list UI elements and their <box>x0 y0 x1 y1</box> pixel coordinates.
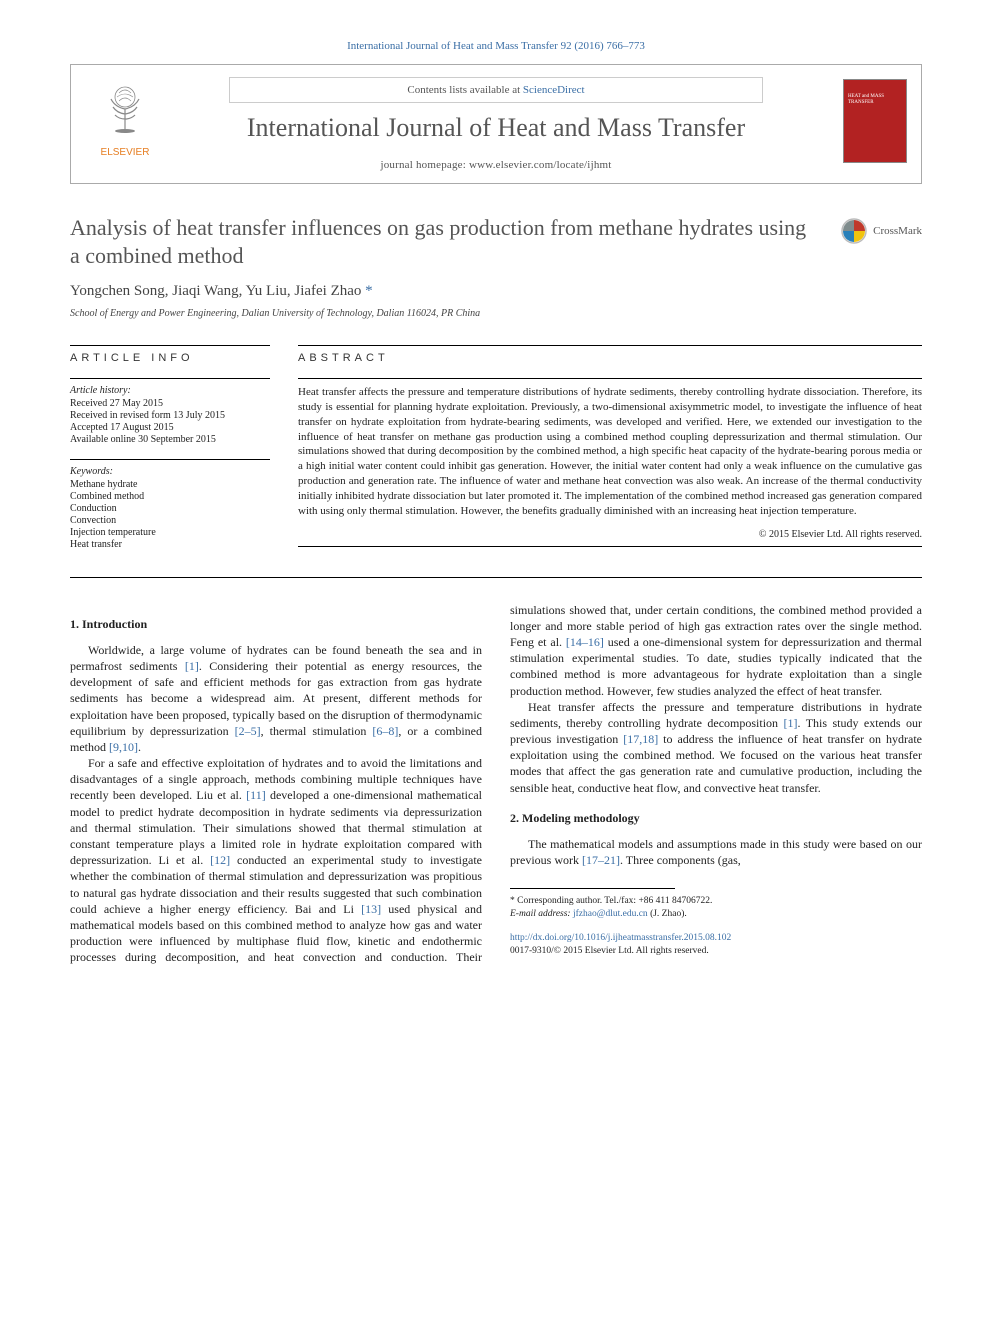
corresponding-star-icon: * <box>365 283 373 299</box>
journal-reference: International Journal of Heat and Mass T… <box>70 40 922 52</box>
citation-link[interactable]: [2–5] <box>235 724 261 738</box>
contents-label: Contents lists available at <box>407 84 522 96</box>
section-heading: 2. Modeling methodology <box>510 810 922 826</box>
history-line: Accepted 17 August 2015 <box>70 422 270 433</box>
issn-line: 0017-9310/© 2015 Elsevier Ltd. All right… <box>510 945 922 958</box>
keywords-label: Keywords: <box>70 466 270 477</box>
journal-cover-thumbnail: HEAT and MASS TRANSFER <box>843 79 907 163</box>
article-info-row: ARTICLE INFO Article history: Received 2… <box>70 339 922 553</box>
keyword: Conduction <box>70 503 270 514</box>
history-line: Received in revised form 13 July 2015 <box>70 410 270 421</box>
footnote-separator <box>510 888 675 889</box>
citation-link[interactable]: [1] <box>783 716 797 730</box>
keyword: Convection <box>70 515 270 526</box>
citation-link[interactable]: [13] <box>361 902 381 916</box>
history-line: Received 27 May 2015 <box>70 398 270 409</box>
author-list: Yongchen Song, Jiaqi Wang, Yu Liu, Jiafe… <box>70 283 922 300</box>
history-label: Article history: <box>70 385 270 396</box>
citation-link[interactable]: [12] <box>210 853 230 867</box>
email-link[interactable]: jfzhao@dlut.edu.cn <box>573 909 648 919</box>
contents-available: Contents lists available at ScienceDirec… <box>229 77 763 103</box>
citation-link[interactable]: [6–8] <box>372 724 398 738</box>
keyword: Injection temperature <box>70 527 270 538</box>
journal-title: International Journal of Heat and Mass T… <box>89 113 903 143</box>
citation-link[interactable]: [11] <box>246 788 266 802</box>
authors-text: Yongchen Song, Jiaqi Wang, Yu Liu, Jiafe… <box>70 283 365 299</box>
affiliation: School of Energy and Power Engineering, … <box>70 308 922 319</box>
body-paragraph: Worldwide, a large volume of hydrates ca… <box>70 642 482 755</box>
doi-link[interactable]: http://dx.doi.org/10.1016/j.ijheatmasstr… <box>510 932 922 945</box>
crossmark-label: CrossMark <box>873 225 922 237</box>
abstract-copyright: © 2015 Elsevier Ltd. All rights reserved… <box>298 529 922 540</box>
citation-link[interactable]: [1] <box>185 659 199 673</box>
homepage-label: journal homepage: <box>380 159 469 171</box>
journal-header: ELSEVIER HEAT and MASS TRANSFER Contents… <box>70 64 922 184</box>
abstract-block: ABSTRACT Heat transfer affects the press… <box>298 339 922 553</box>
corresponding-footnote: * Corresponding author. Tel./fax: +86 41… <box>510 895 922 907</box>
history-line: Available online 30 September 2015 <box>70 434 270 445</box>
sciencedirect-link[interactable]: ScienceDirect <box>523 84 585 96</box>
journal-homepage: journal homepage: www.elsevier.com/locat… <box>89 159 903 171</box>
body-paragraph: The mathematical models and assumptions … <box>510 836 922 868</box>
article-info-block: ARTICLE INFO Article history: Received 2… <box>70 339 270 553</box>
abstract-heading: ABSTRACT <box>298 352 922 364</box>
citation-link[interactable]: [17,18] <box>623 732 658 746</box>
citation-link[interactable]: [9,10] <box>109 740 138 754</box>
cover-title: HEAT and MASS TRANSFER <box>848 94 902 105</box>
email-label: E-mail address: <box>510 909 573 919</box>
body-text: . Three components (gas, <box>620 853 741 867</box>
keyword: Heat transfer <box>70 539 270 550</box>
body-text: . <box>138 740 141 754</box>
citation-link[interactable]: [14–16] <box>566 635 604 649</box>
body-paragraph: Heat transfer affects the pressure and t… <box>510 699 922 796</box>
crossmark-badge[interactable]: CrossMark <box>841 218 922 244</box>
email-name: (J. Zhao). <box>648 909 687 919</box>
body-columns: 1. Introduction Worldwide, a large volum… <box>70 602 922 966</box>
email-footnote: E-mail address: jfzhao@dlut.edu.cn (J. Z… <box>510 908 922 920</box>
body-text: , thermal stimulation <box>261 724 373 738</box>
article-info-heading: ARTICLE INFO <box>70 352 270 364</box>
crossmark-icon <box>841 218 867 244</box>
doi-block: http://dx.doi.org/10.1016/j.ijheatmasstr… <box>510 932 922 958</box>
publisher-name: ELSEVIER <box>85 147 165 158</box>
keyword: Methane hydrate <box>70 479 270 490</box>
homepage-url[interactable]: www.elsevier.com/locate/ijhmt <box>469 159 612 171</box>
section-heading: 1. Introduction <box>70 616 482 632</box>
article-title: Analysis of heat transfer influences on … <box>70 214 810 269</box>
publisher-logo: ELSEVIER <box>85 79 165 158</box>
citation-link[interactable]: [17–21] <box>582 853 620 867</box>
abstract-text: Heat transfer affects the pressure and t… <box>298 385 922 519</box>
elsevier-tree-icon <box>95 79 155 139</box>
keyword: Combined method <box>70 491 270 502</box>
